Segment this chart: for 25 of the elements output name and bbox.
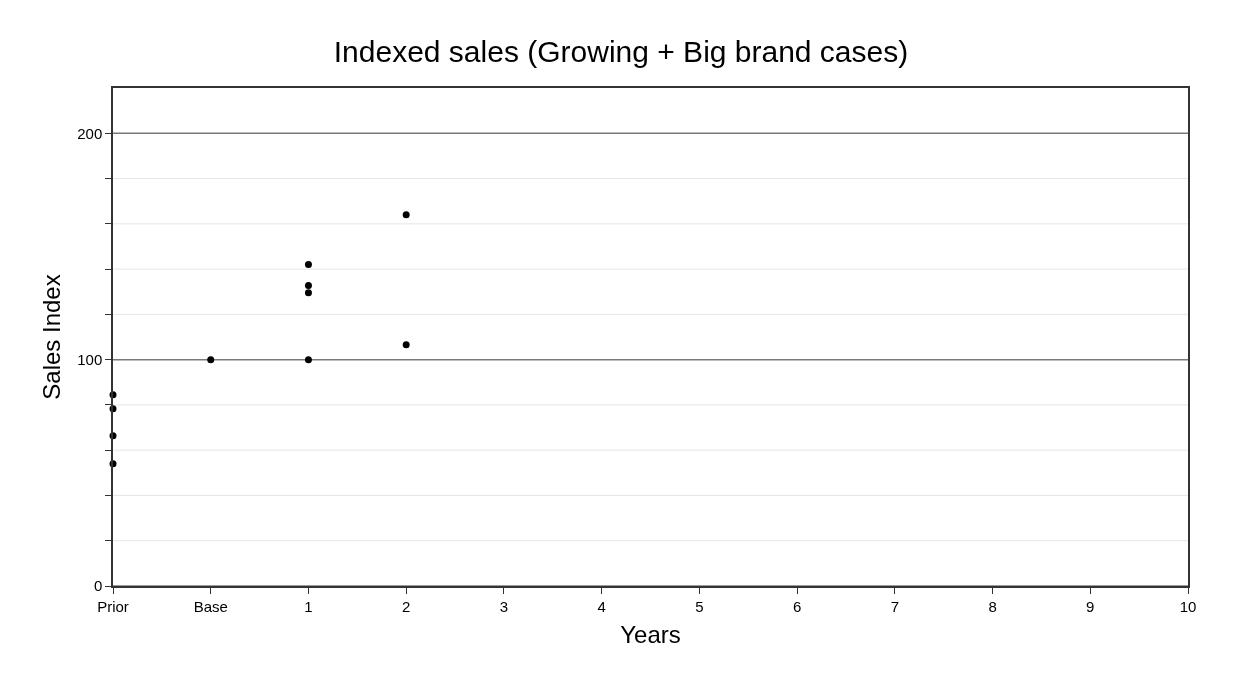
x-axis-title: Years xyxy=(620,620,681,648)
x-tick-label: 6 xyxy=(792,597,802,615)
y-axis-title: Sales Index xyxy=(37,274,65,400)
point xyxy=(304,282,312,290)
y-tick-label: 200 xyxy=(77,124,103,142)
point xyxy=(304,356,312,364)
x-tick-label: Base xyxy=(193,597,228,615)
x-tick-label: 4 xyxy=(597,597,606,615)
x-tick-label: 10 xyxy=(1179,597,1197,615)
x-tick-label: 2 xyxy=(402,597,411,615)
point xyxy=(402,211,410,219)
x-tick-label: 9 xyxy=(1086,597,1095,615)
chart-title: Indexed sales (Growing + Big brand cases) xyxy=(333,34,909,68)
y-tick-label: 0 xyxy=(93,577,103,595)
x-tick-label: Prior xyxy=(97,597,129,615)
x-tick-label: 7 xyxy=(890,597,899,615)
y-tick-label: 100 xyxy=(77,350,103,368)
x-tick-label: 1 xyxy=(304,597,313,615)
x-tick-label: 8 xyxy=(988,597,997,615)
point xyxy=(402,341,410,349)
x-tick-label: 5 xyxy=(695,597,704,615)
point xyxy=(304,289,312,297)
x-tick-label: 3 xyxy=(499,597,509,615)
point xyxy=(207,356,215,364)
point xyxy=(304,261,312,269)
